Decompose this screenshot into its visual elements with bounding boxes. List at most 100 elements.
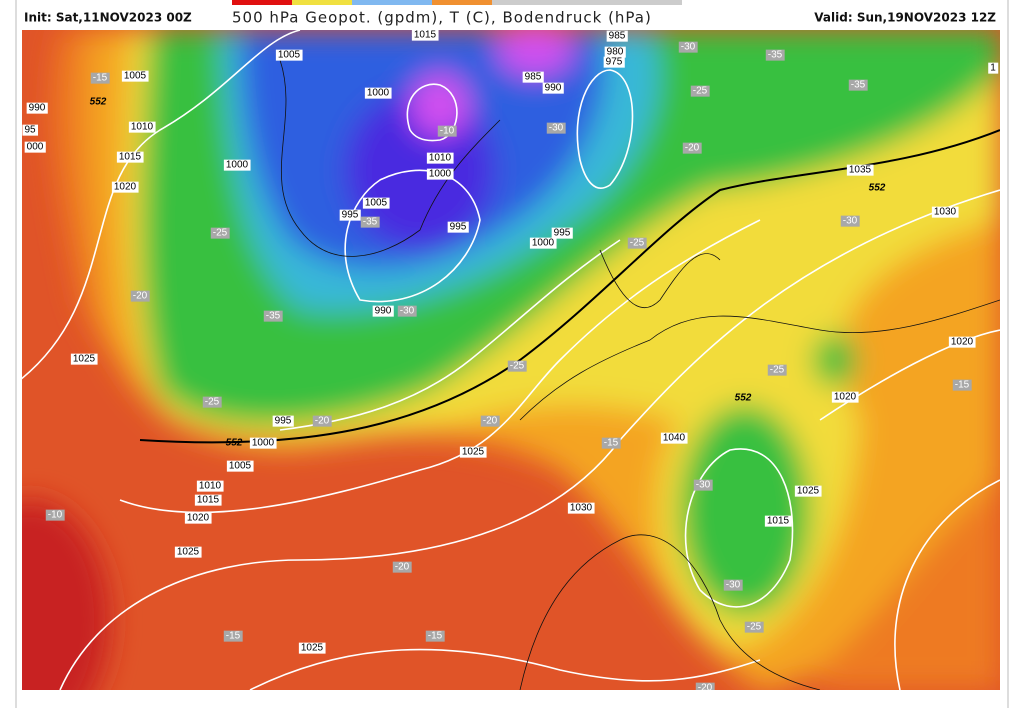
pressure-label-box [567,502,595,514]
temperature-label: -25 [205,397,220,408]
pressure-label: 1015 [197,495,220,506]
tab-strip [232,0,292,5]
temperature-label: -15 [955,380,970,391]
temperature-label: -30 [696,480,711,491]
temperature-label: -20 [698,683,713,694]
pressure-label: 1015 [767,516,790,527]
temperature-label-box [437,125,457,137]
pressure-label: 1020 [834,392,857,403]
temperature-label-box [90,72,110,84]
pressure-label-box [194,494,222,506]
temperature-label: -35 [851,80,866,91]
pressure-label-box [223,159,251,171]
isobar [684,448,794,608]
pressure-label: 975 [606,57,623,68]
height-label-group: 552 [90,97,107,108]
field [22,500,110,690]
pressure-label-group: 1005 [275,49,303,61]
pressure-label-group: 975 [603,56,625,68]
temperature-label: -20 [685,143,700,154]
pressure-label-group: 1 [988,62,999,74]
pressure-label: 990 [545,83,562,94]
temperature-label-box [263,310,283,322]
pressure-label-box [26,102,48,114]
pressure-label: 1000 [367,88,390,99]
temperature-label: -30 [843,216,858,227]
temperature-label-box [202,396,222,408]
temperature-label-group: -35 [765,49,785,61]
map-area: 1005100510009901010101510001010100010201… [22,30,1000,694]
temperature-label-group: -25 [690,85,710,97]
pressure-label-group: 990 [372,305,394,317]
pressure-label-group: 1010 [128,121,156,133]
temperature-label: -35 [363,217,378,228]
pressure-label: 1020 [187,513,210,524]
pressure-label: 1000 [252,438,275,449]
tab-strip [352,0,432,5]
temperature-label-group: -25 [507,360,527,372]
pressure-label-box [948,336,976,348]
pressure-label-group: 1015 [194,494,222,506]
pressure-label-group: 1005 [121,70,149,82]
pressure-label-group: 1025 [459,446,487,458]
pressure-label-box [411,30,439,41]
temperature-label: -30 [726,580,741,591]
pressure-label: 1030 [570,503,593,514]
temperature-label-group: -20 [682,142,702,154]
pressure-label-group: 990 [26,102,48,114]
valid-time: Valid: Sun,19NOV2023 12Z [814,11,996,25]
height-label-group: 552 [735,393,752,404]
pressure-label: 1025 [177,547,200,558]
pressure-label-box [988,62,999,74]
temperature-label: -25 [747,622,762,633]
pressure-label-group: 985 [606,30,628,42]
field [680,405,810,615]
tab-strip [292,0,352,5]
temperature-label-box [425,630,445,642]
pressure-label-group: 1000 [529,237,557,249]
temperature-label-group: -20 [312,415,332,427]
temperature-label: -35 [768,50,783,61]
temperature-label-group: -25 [627,237,647,249]
pressure-label-group: 1025 [174,546,202,558]
pressure-label: 95 [24,125,36,136]
pressure-label-box [226,460,254,472]
temperature-label: -10 [48,510,63,521]
temperature-label-box [130,290,150,302]
temperature-label: -15 [428,631,443,642]
temperature-label-box [765,49,785,61]
pressure-label: 1005 [365,198,388,209]
temperature-label-box [744,621,764,633]
pressure-label-box [272,415,294,427]
pressure-label-box [22,124,38,136]
temperature-label-box [397,305,417,317]
temperature-label-box [952,379,972,391]
temperature-label-box [840,215,860,227]
pressure-label-group: 1025 [298,642,326,654]
pressure-label-box [459,446,487,458]
pressure-label-group: 1000 [223,159,251,171]
temperature-label-group: -25 [744,621,764,633]
pressure-label: 995 [275,416,292,427]
temperature-label-group: -25 [210,227,230,239]
pressure-label-box [275,49,303,61]
isobar [406,83,458,142]
pressure-label-group: 1015 [411,30,439,41]
pressure-label-box [831,391,859,403]
temperature-label-box [627,237,647,249]
pressure-label: 1010 [131,122,154,133]
pressure-label-group: 1005 [226,460,254,472]
temperature-label-group: -30 [723,579,743,591]
pressure-label: 1 [990,63,996,74]
pressure-label: 1025 [301,643,324,654]
pressure-label: 1025 [462,447,485,458]
temperature-field [22,30,1000,690]
pressure-label-box [447,221,469,233]
temperature-label-group: -15 [223,630,243,642]
pressure-label-box [24,141,46,153]
pressure-label-box [362,197,390,209]
tab-strip [432,0,492,5]
temperature-label-box [312,415,332,427]
pressure-label: 1020 [951,337,974,348]
temperature-label-group: -30 [840,215,860,227]
